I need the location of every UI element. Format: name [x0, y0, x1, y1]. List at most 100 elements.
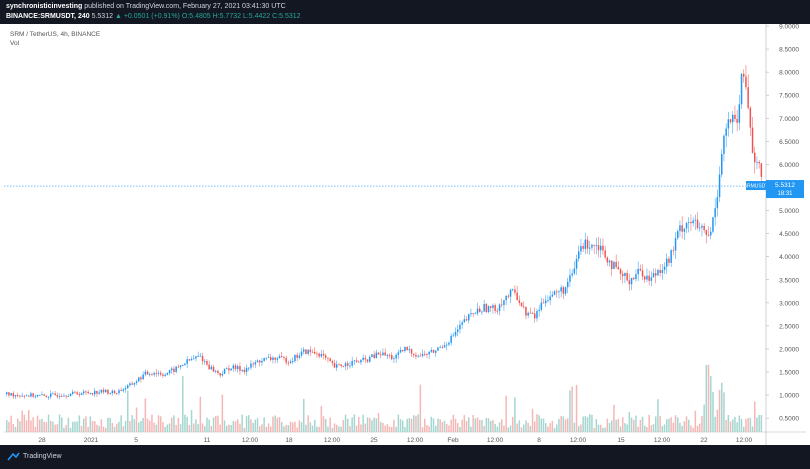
candle-body — [690, 222, 692, 224]
candle-body — [644, 276, 646, 280]
volume-bar — [160, 416, 162, 432]
publish-line: synchronisticinvesting published on Trad… — [6, 3, 286, 10]
volume-bar — [452, 414, 455, 432]
volume-bar — [705, 364, 708, 432]
candle-body — [21, 395, 23, 397]
volume-bar — [432, 418, 435, 432]
candle-body — [399, 349, 402, 353]
candle-body — [736, 118, 738, 123]
volume-bar — [450, 419, 452, 432]
volume-bar — [151, 414, 153, 432]
y-tick-label: 2.0000 — [779, 346, 799, 353]
candle-body — [347, 363, 349, 366]
candle-body — [674, 238, 677, 251]
candle-body — [428, 351, 430, 355]
candle-body — [296, 354, 298, 358]
candle-body — [751, 127, 754, 153]
volume-bar — [734, 416, 736, 432]
candle-body — [325, 355, 327, 358]
candle-body — [452, 335, 455, 337]
volume-bar — [164, 426, 166, 432]
header-bar: synchronisticinvesting published on Trad… — [0, 0, 810, 24]
volume-bar — [349, 426, 351, 432]
candle-body — [371, 354, 373, 357]
volume-bar — [228, 424, 230, 432]
candle-body — [74, 391, 76, 393]
x-tick-label: 12:00 — [407, 437, 424, 444]
candle-body — [520, 303, 523, 307]
x-tick-label: Feb — [447, 437, 459, 444]
y-tick-label: 3.0000 — [779, 300, 799, 307]
volume-bar — [619, 426, 622, 432]
candle-body — [173, 368, 175, 372]
volume-bar — [707, 364, 710, 432]
candle-body — [287, 362, 290, 364]
candle-body — [360, 359, 362, 363]
volume-bar — [226, 425, 228, 432]
candle-body — [729, 119, 732, 123]
price-tag-countdown: 18:31 — [777, 191, 793, 197]
tradingview-logo[interactable]: TradingView — [6, 452, 62, 461]
candle-body — [34, 396, 37, 398]
candle-body — [435, 350, 437, 353]
candle-body — [536, 311, 538, 319]
candle-body — [239, 366, 241, 371]
candle-body — [111, 390, 114, 394]
candle-body — [369, 356, 371, 362]
candle-body — [388, 355, 391, 356]
candle-body — [661, 269, 664, 273]
candle-body — [12, 393, 15, 397]
candle-body — [188, 359, 191, 361]
volume-bar — [457, 423, 459, 432]
volume-bar — [613, 404, 615, 432]
volume-bar — [344, 414, 347, 432]
candle-body — [424, 353, 426, 355]
volume-bar — [578, 426, 580, 432]
volume-bar — [215, 415, 217, 432]
candle-body — [696, 219, 699, 228]
candle-body — [659, 269, 661, 273]
volume-bar — [336, 424, 338, 432]
volume-bar — [237, 419, 239, 432]
volume-bar — [338, 426, 340, 432]
candle-body — [377, 352, 380, 355]
price-chart[interactable]: 9.0000 8.5000 8.0000 7.5000 7.0000 6.5000 6.00… — [4, 24, 806, 445]
volume-bar — [505, 395, 507, 432]
candle-body — [375, 352, 378, 358]
volume-bar — [155, 424, 158, 432]
volume-bar — [604, 427, 606, 432]
candle-body — [498, 304, 501, 311]
volume-bar — [630, 417, 633, 432]
candle-body — [303, 349, 305, 352]
volume-bar — [553, 427, 556, 432]
candle-body — [298, 355, 301, 358]
volume-bar — [316, 426, 318, 432]
volume-bar — [595, 419, 598, 432]
volume-bar — [465, 420, 468, 432]
volume-bar — [173, 415, 175, 432]
candle-body — [496, 310, 499, 312]
y-tick-label: 1.5000 — [779, 370, 799, 377]
candle-body — [639, 268, 642, 271]
candle-body — [252, 363, 254, 365]
volume-bar — [223, 420, 226, 432]
volume-bar — [606, 418, 609, 432]
candle-body — [43, 394, 45, 396]
candle-body — [155, 372, 158, 374]
volume-bar — [751, 426, 754, 432]
volume-bar — [377, 412, 380, 432]
volume-bar — [74, 421, 76, 432]
candle-body — [567, 281, 569, 288]
candle-body — [17, 394, 19, 396]
volume-bar — [171, 417, 173, 432]
candle-body — [527, 312, 529, 316]
volume-bar — [597, 424, 600, 432]
volume-bar — [127, 390, 129, 432]
volume-bar — [120, 415, 122, 432]
candle-body — [281, 356, 283, 357]
volume-bar — [538, 415, 540, 432]
x-tick-label: 12:00 — [570, 437, 587, 444]
candle-body — [283, 356, 285, 358]
publisher-name[interactable]: synchronisticinvesting — [6, 3, 83, 10]
candle-body — [67, 396, 70, 397]
